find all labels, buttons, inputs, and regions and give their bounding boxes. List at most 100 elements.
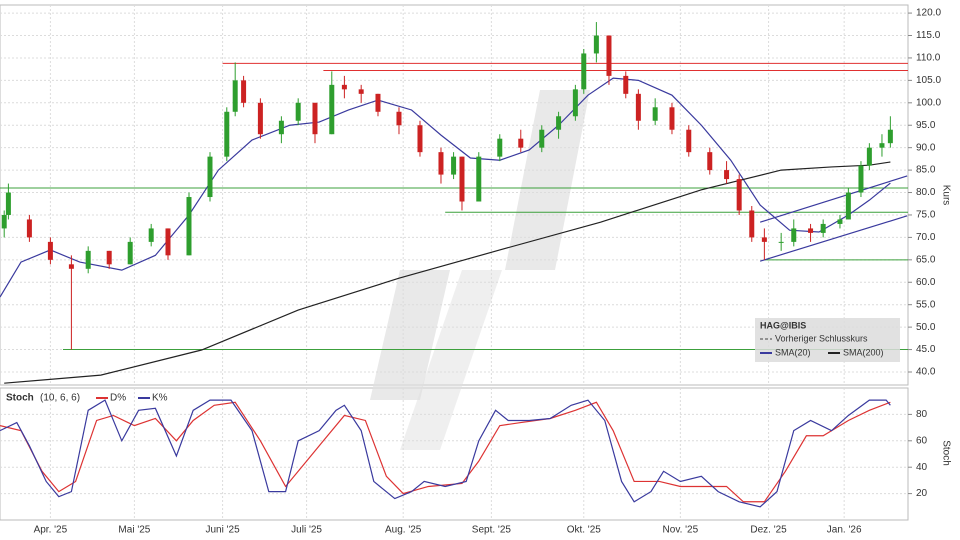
y-tick-label: 100.0 [916, 97, 941, 108]
candle-body [837, 219, 843, 224]
y-tick-label: 40 [916, 462, 928, 473]
y-tick-label: 95.0 [916, 120, 936, 131]
legend-label: K% [152, 393, 168, 404]
candle-body [127, 241, 133, 265]
legend-label: Vorheriger Schlusskurs [775, 333, 868, 343]
y-tick-label: 120.0 [916, 8, 941, 19]
candle-body [593, 35, 599, 54]
candle-body [106, 250, 112, 265]
x-tick-label: Jan. '26 [827, 525, 862, 536]
candle-body [5, 192, 11, 215]
candle-body [887, 129, 893, 144]
y-tick-label: 110.0 [916, 53, 941, 64]
candle-body [778, 241, 784, 243]
y-tick-label: 80 [916, 409, 928, 420]
candle-body [26, 219, 32, 238]
x-tick-label: Okt. '25 [567, 525, 602, 536]
candle-body [68, 264, 74, 269]
y-tick-label: 45.0 [916, 344, 936, 355]
candle-body [186, 197, 192, 256]
x-tick-label: Dez. '25 [750, 525, 787, 536]
candle-body [312, 102, 318, 135]
x-tick-label: Apr. '25 [34, 525, 68, 536]
candle-body [295, 102, 301, 121]
candle-body [866, 147, 872, 166]
x-tick-label: Juli '25 [291, 525, 322, 536]
watermark [400, 270, 502, 450]
candle-body [635, 93, 641, 121]
candle-body [652, 107, 658, 121]
candle-body [879, 143, 885, 148]
candle-body [761, 237, 767, 242]
legend-label: SMA(20) [775, 347, 811, 357]
legend-label: SMA(200) [843, 347, 884, 357]
candle-body [518, 138, 524, 148]
candle-body [375, 93, 381, 112]
candle-body [329, 84, 335, 135]
legend-title: HAG@IBIS [760, 320, 806, 330]
candle-body [606, 35, 612, 76]
candle-body [207, 156, 213, 198]
watermark [505, 90, 590, 270]
y-tick-label: 115.0 [916, 30, 941, 41]
candle-body [581, 53, 587, 90]
candle-body [749, 210, 755, 238]
y-tick-label: 80.0 [916, 187, 936, 198]
candle-body [438, 152, 444, 175]
candle-body [257, 102, 263, 135]
candle-body [791, 228, 797, 242]
stoch-params: (10, 6, 6) [40, 393, 80, 404]
x-tick-label: Juni '25 [206, 525, 241, 536]
y-tick-label: 60 [916, 435, 928, 446]
candle-body [165, 228, 171, 256]
candle-body [539, 129, 545, 148]
candle-body [396, 111, 402, 126]
candle-body [736, 179, 742, 211]
candle-body [858, 165, 864, 193]
plot-layer [0, 5, 908, 520]
series-line [0, 401, 891, 503]
y-axis-label: Kurs [940, 185, 951, 206]
candle-body [572, 89, 578, 117]
candle-body [808, 228, 814, 233]
y-tick-label: 85.0 [916, 165, 936, 176]
candle-body [148, 228, 154, 242]
candle-body [47, 241, 53, 260]
candle-body [669, 107, 675, 130]
y-tick-label: 55.0 [916, 299, 936, 310]
series-line [4, 161, 891, 384]
candle-body [451, 156, 457, 175]
y-tick-label: 65.0 [916, 254, 936, 265]
y-tick-label: 20 [916, 488, 928, 499]
series-line [0, 399, 891, 508]
candle-body [707, 152, 713, 171]
y-axis-label: Stoch [940, 440, 951, 466]
legend-box [755, 318, 900, 362]
watermark [370, 270, 450, 400]
candle-body [556, 116, 562, 130]
candle-body [820, 223, 826, 233]
y-tick-label: 75.0 [916, 210, 936, 221]
y-tick-label: 90.0 [916, 142, 936, 153]
candle-body [278, 120, 284, 135]
stoch-title: Stoch [6, 393, 34, 404]
x-tick-label: Nov. '25 [663, 525, 699, 536]
y-tick-label: 105.0 [916, 75, 941, 86]
candle-body [232, 80, 238, 112]
candle-body [845, 192, 851, 220]
x-tick-label: Aug. '25 [385, 525, 422, 536]
y-tick-label: 40.0 [916, 367, 936, 378]
series-line [759, 215, 908, 262]
series-line [0, 77, 891, 298]
candle-body [1, 214, 7, 229]
x-tick-label: Mai '25 [118, 525, 150, 536]
y-tick-label: 70.0 [916, 232, 936, 243]
candle-body [241, 80, 247, 103]
candle-body [686, 129, 692, 153]
candle-body [417, 125, 423, 153]
candle-body [341, 84, 347, 90]
candle-body [623, 75, 629, 94]
candle-body [224, 111, 230, 157]
series-line [759, 175, 908, 223]
